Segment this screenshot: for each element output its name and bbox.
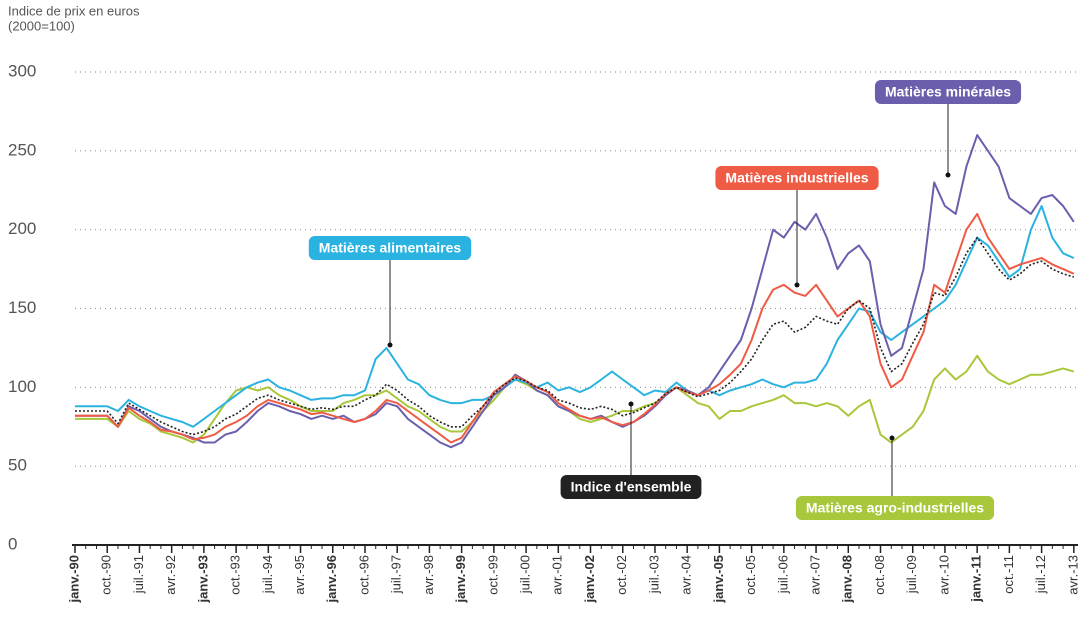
x-tick-label: avr.-04 [679, 555, 694, 595]
callout-dot [889, 435, 895, 441]
x-tick-label: janv.-05 [711, 555, 726, 603]
x-tick-label: janv.-90 [66, 555, 81, 603]
callout-dot [628, 401, 634, 407]
y-axis-label: (2000=100) [8, 18, 75, 33]
x-tick-label: oct.-05 [743, 555, 758, 595]
x-tick-label: juil.-09 [904, 555, 919, 594]
callout-box [715, 166, 879, 190]
series-label: Matières agro-industrielles [806, 500, 984, 516]
y-tick-label: 300 [8, 61, 36, 80]
x-tick-label: janv.-96 [324, 555, 339, 603]
x-tick-label: avr.-95 [292, 555, 307, 595]
x-tick-label: janv.-11 [969, 555, 984, 603]
x-tick-label: avr.-92 [163, 555, 178, 595]
x-tick-label: janv.-93 [195, 555, 210, 603]
series-line [75, 134, 1075, 449]
callout-dot [794, 282, 800, 288]
y-tick-label: 150 [8, 298, 36, 317]
x-tick-label: oct.-02 [614, 555, 629, 595]
series-line [75, 205, 1075, 428]
y-tick-label: 100 [8, 377, 36, 396]
y-tick-label: 50 [8, 456, 27, 475]
series-line [75, 212, 1075, 444]
series-line [75, 354, 1075, 444]
series-label: Matières industrielles [725, 170, 868, 186]
callout-dot [945, 172, 951, 178]
callout-box [560, 475, 702, 499]
x-tick-label: juil.-03 [646, 555, 661, 594]
x-tick-label: oct.-93 [228, 555, 243, 595]
x-tick-label: oct.-96 [356, 555, 371, 595]
callout-box [795, 496, 995, 520]
x-tick-label: janv.-02 [582, 555, 597, 603]
x-tick-label: oct.-99 [485, 555, 500, 595]
x-tick-label: avr.-07 [807, 555, 822, 595]
x-tick-label: janv.-08 [840, 555, 855, 603]
x-tick-label: oct.-08 [872, 555, 887, 595]
y-axis-label: Indice de prix en euros [8, 3, 140, 18]
x-tick-label: juil.-91 [131, 555, 146, 594]
x-tick-label: avr.-01 [550, 555, 565, 595]
series-label: Indice d'ensemble [571, 479, 692, 495]
x-tick-label: juil.-00 [518, 555, 533, 594]
callout-box [308, 236, 472, 260]
x-tick-label: avr.-98 [421, 555, 436, 595]
y-tick-label: 0 [8, 534, 17, 553]
x-tick-label: avr.-13 [1065, 555, 1078, 595]
callout-dot [387, 342, 393, 348]
x-tick-label: oct.-90 [99, 555, 114, 595]
x-tick-label: janv.-99 [453, 555, 468, 603]
x-tick-label: juil.-94 [260, 555, 275, 594]
x-tick-label: oct.-11 [1001, 555, 1016, 594]
y-tick-label: 200 [8, 219, 36, 238]
x-tick-label: juil.-06 [775, 555, 790, 594]
callout-box [874, 80, 1022, 104]
series-label: Matières alimentaires [319, 240, 462, 256]
series-line [75, 236, 1075, 436]
x-tick-label: juil.-12 [1033, 555, 1048, 594]
series-label: Matières minérales [885, 84, 1011, 100]
y-tick-label: 250 [8, 140, 36, 159]
x-tick-label: avr.-10 [936, 555, 951, 595]
x-tick-label: juil.-97 [389, 555, 404, 594]
